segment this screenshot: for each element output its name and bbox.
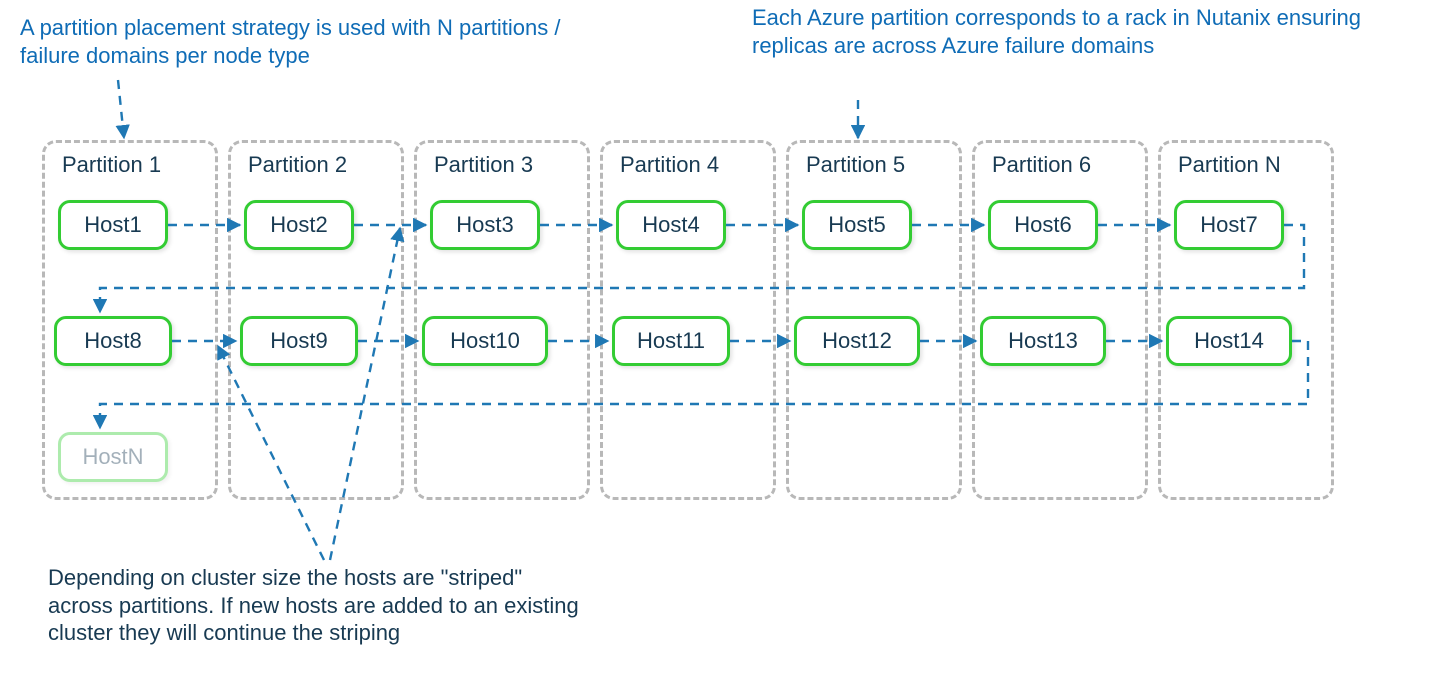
host-8: Host8 bbox=[54, 316, 172, 366]
annotation-top-left: A partition placement strategy is used w… bbox=[20, 14, 580, 69]
host-2: Host2 bbox=[244, 200, 354, 250]
host-14: Host14 bbox=[1166, 316, 1292, 366]
partition-1-label: Partition 1 bbox=[62, 152, 161, 178]
host-3: Host3 bbox=[430, 200, 540, 250]
host-4: Host4 bbox=[616, 200, 726, 250]
host-n: HostN bbox=[58, 432, 168, 482]
host-7: Host7 bbox=[1174, 200, 1284, 250]
partition-3-label: Partition 3 bbox=[434, 152, 533, 178]
host-13: Host13 bbox=[980, 316, 1106, 366]
host-12: Host12 bbox=[794, 316, 920, 366]
partition-n-label: Partition N bbox=[1178, 152, 1281, 178]
annotation-bottom: Depending on cluster size the hosts are … bbox=[48, 564, 588, 647]
partition-4-label: Partition 4 bbox=[620, 152, 719, 178]
pointer-top-left bbox=[118, 80, 124, 138]
partition-5-label: Partition 5 bbox=[806, 152, 905, 178]
host-6: Host6 bbox=[988, 200, 1098, 250]
annotation-top-right: Each Azure partition corresponds to a ra… bbox=[752, 4, 1372, 59]
host-10: Host10 bbox=[422, 316, 548, 366]
partition-2-label: Partition 2 bbox=[248, 152, 347, 178]
host-11: Host11 bbox=[612, 316, 730, 366]
host-5: Host5 bbox=[802, 200, 912, 250]
host-1: Host1 bbox=[58, 200, 168, 250]
host-9: Host9 bbox=[240, 316, 358, 366]
partition-6-label: Partition 6 bbox=[992, 152, 1091, 178]
